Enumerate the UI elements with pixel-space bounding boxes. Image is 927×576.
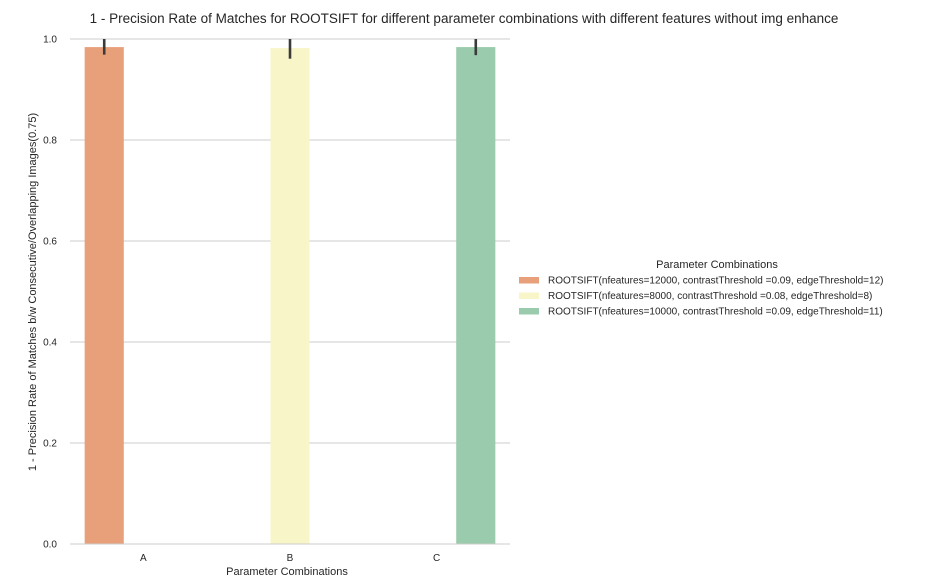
legend-label: ROOTSIFT(nfeatures=12000, contrastThresh… [548, 276, 883, 287]
bars-layer [84, 47, 496, 545]
legend-swatch [519, 292, 539, 299]
legend-item: ROOTSIFT(nfeatures=12000, contrastThresh… [519, 276, 883, 287]
y-tick-label: 0.4 [43, 338, 57, 349]
y-tick-label: 0.0 [43, 540, 57, 551]
legend-swatch [519, 308, 539, 315]
x-tick-labels: A B C [140, 553, 440, 564]
bar-b [270, 48, 310, 545]
legend-item: ROOTSIFT(nfeatures=8000, contrastThresho… [519, 291, 872, 302]
x-axis-label: Parameter Combinations [226, 566, 348, 576]
y-tick-labels: 0.0 0.2 0.4 0.6 0.8 1.0 [43, 35, 57, 551]
bar-c [456, 47, 496, 545]
x-tick-label: A [140, 553, 147, 564]
y-tick-label: 0.2 [43, 439, 57, 450]
chart-title: 1 - Precision Rate of Matches for ROOTSI… [90, 11, 839, 26]
error-bars-layer [102, 39, 478, 59]
legend: Parameter Combinations ROOTSIFT(nfeature… [519, 259, 883, 318]
legend-swatch [519, 277, 539, 284]
legend-label: ROOTSIFT(nfeatures=10000, contrastThresh… [548, 307, 883, 318]
y-tick-label: 1.0 [43, 35, 57, 46]
y-axis-label: 1 - Precision Rate of Matches b/w Consec… [27, 113, 39, 471]
y-tick-label: 0.8 [43, 136, 57, 147]
legend-title: Parameter Combinations [656, 259, 778, 271]
legend-item: ROOTSIFT(nfeatures=10000, contrastThresh… [519, 307, 883, 318]
y-tick-label: 0.6 [43, 237, 57, 248]
legend-items: ROOTSIFT(nfeatures=12000, contrastThresh… [519, 276, 883, 318]
x-tick-label: C [433, 553, 440, 564]
bar-a [84, 47, 124, 545]
legend-label: ROOTSIFT(nfeatures=8000, contrastThresho… [548, 291, 872, 302]
x-tick-label: B [287, 553, 294, 564]
